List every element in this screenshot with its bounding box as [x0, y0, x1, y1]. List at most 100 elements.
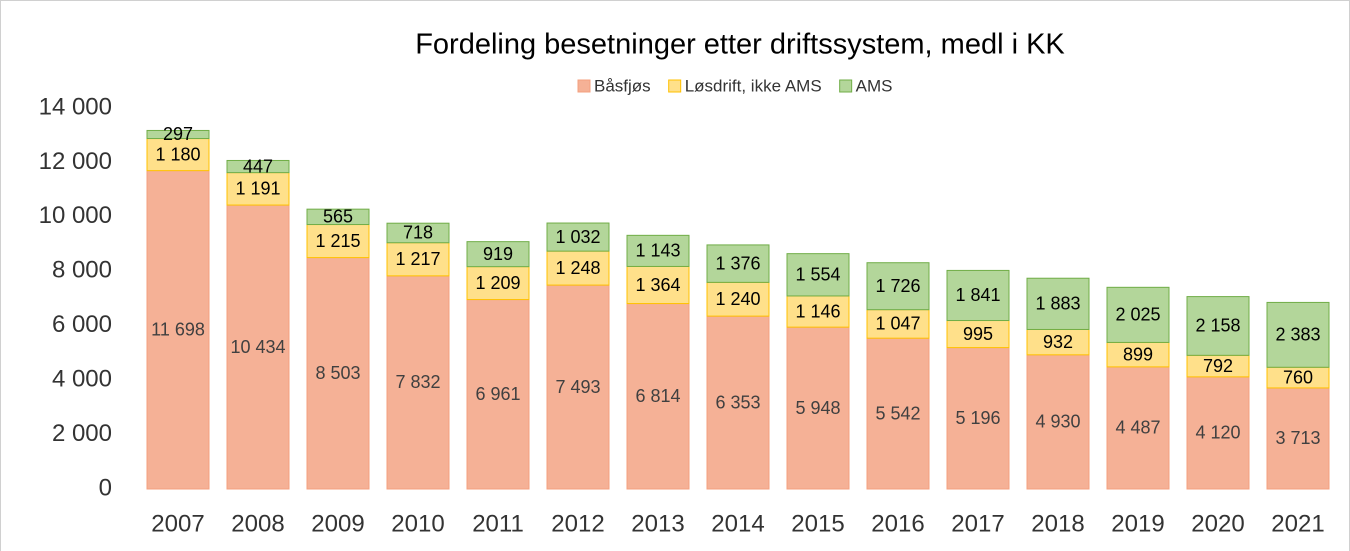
bar-segment: [306, 224, 370, 259]
bar-segment: [786, 295, 850, 328]
value-label: 1 146: [795, 301, 840, 321]
y-tick-label: 4 000: [52, 365, 112, 392]
x-tick-label: 2009: [311, 510, 364, 537]
bar-segment: [786, 253, 850, 297]
bar-segment: [146, 138, 210, 172]
value-label: 2 158: [1195, 316, 1240, 336]
bar-segment: [546, 284, 610, 490]
bar-segment: [866, 337, 930, 490]
bar-segment: [786, 326, 850, 490]
value-label: 5 948: [795, 398, 840, 418]
x-tick-label: 2020: [1191, 510, 1244, 537]
value-label: 1 726: [875, 276, 920, 296]
value-label: 2 383: [1275, 325, 1320, 345]
x-tick-label: 2011: [472, 510, 524, 537]
x-tick-label: 2013: [631, 510, 684, 537]
bar-segment: [706, 244, 770, 283]
bar-segment: [226, 204, 290, 490]
value-label: 565: [323, 207, 353, 227]
value-label: 1 180: [155, 144, 200, 164]
value-label: 297: [163, 124, 193, 144]
legend-swatch: [839, 79, 853, 93]
value-label: 1 209: [475, 273, 520, 293]
value-label: 6 353: [715, 392, 760, 412]
value-label: 932: [1043, 332, 1073, 352]
x-tick-label: 2007: [151, 510, 204, 537]
value-label: 1 364: [635, 275, 680, 295]
x-tick-label: 2019: [1111, 510, 1164, 537]
bar-segment: [1186, 376, 1250, 490]
bar-segment: [306, 208, 370, 226]
value-label: 11 698: [151, 320, 205, 340]
legend-label: Båsfjøs: [594, 76, 651, 95]
value-label: 7 493: [555, 377, 600, 397]
bar-segment: [306, 257, 370, 490]
bar-segment: [626, 234, 690, 267]
bar-segment: [1026, 277, 1090, 330]
value-label: 5 542: [875, 403, 920, 423]
value-label: 1 883: [1035, 294, 1080, 314]
x-tick-label: 2014: [711, 510, 764, 537]
legend-swatch: [577, 79, 591, 93]
bar-segment: [626, 265, 690, 305]
value-label: 1 047: [875, 314, 920, 334]
bar-segment: [1266, 387, 1330, 490]
value-label: 10 434: [230, 337, 285, 357]
y-tick-label: 0: [99, 474, 112, 501]
value-label: 760: [1283, 367, 1313, 387]
value-label: 6 814: [635, 386, 680, 406]
value-label: 4 487: [1115, 418, 1160, 438]
value-label: 1 032: [555, 227, 600, 247]
value-label: 4 120: [1195, 423, 1240, 443]
x-tick-label: 2021: [1271, 510, 1324, 537]
value-label: 6 961: [475, 384, 520, 404]
y-tick-label: 10 000: [39, 202, 112, 229]
value-label: 1 240: [715, 289, 760, 309]
bar-segment: [1026, 354, 1090, 490]
value-label: 718: [403, 223, 433, 243]
bar-segment: [1106, 286, 1170, 343]
y-tick-label: 12 000: [39, 148, 112, 175]
value-label: 4 930: [1035, 412, 1080, 432]
value-label: 1 841: [955, 285, 1000, 305]
value-label: 8 503: [315, 363, 360, 383]
legend-swatch: [668, 79, 682, 93]
bar-segment: [1026, 328, 1090, 356]
bar-segment: [146, 170, 210, 490]
value-label: 2 025: [1115, 305, 1160, 325]
bar-segment: [1186, 296, 1250, 356]
bar-segment: [386, 275, 450, 490]
bar-segment: [866, 262, 930, 311]
value-label: 7 832: [395, 372, 440, 392]
bar-segment: [626, 303, 690, 490]
y-tick-label: 8 000: [52, 257, 112, 284]
value-label: 3 713: [1275, 428, 1320, 448]
y-tick-label: 6 000: [52, 311, 112, 338]
value-label: 919: [483, 244, 513, 264]
x-tick-label: 2012: [551, 510, 604, 537]
legend-label: AMS: [856, 76, 893, 95]
chart-title: Fordeling besetninger etter driftssystem…: [415, 29, 1065, 61]
x-tick-label: 2017: [951, 510, 1004, 537]
bar-segment: [226, 172, 290, 206]
bar-segment: [706, 315, 770, 490]
value-label: 447: [243, 156, 273, 176]
bar-segment: [466, 299, 530, 490]
value-label: 1 217: [395, 249, 440, 269]
x-tick-label: 2016: [871, 510, 924, 537]
x-tick-label: 2010: [391, 510, 444, 537]
value-label: 1 143: [635, 241, 680, 261]
x-tick-label: 2018: [1031, 510, 1084, 537]
bar-segment: [226, 159, 290, 174]
bar-segment: [946, 269, 1010, 322]
y-tick-label: 14 000: [39, 93, 112, 120]
legend-label: Løsdrift, ikke AMS: [685, 76, 822, 95]
value-label: 1 215: [315, 231, 360, 251]
value-label: 1 248: [555, 258, 600, 278]
value-label: 899: [1123, 344, 1153, 364]
value-label: 995: [963, 324, 993, 344]
bar-segment: [146, 129, 210, 140]
x-tick-label: 2008: [231, 510, 284, 537]
x-tick-label: 2015: [791, 510, 844, 537]
